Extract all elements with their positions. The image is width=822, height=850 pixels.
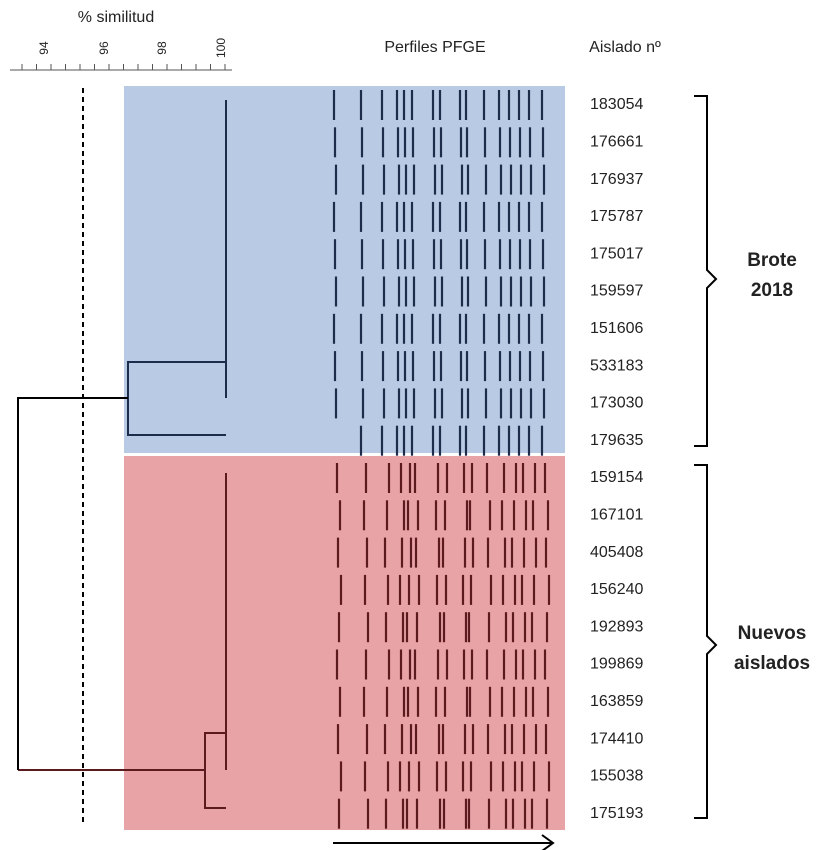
brace-2 [694,465,716,818]
group-label: 2018 [751,280,793,301]
isolate-id: 176661 [590,134,643,151]
isolate-id: 173030 [590,395,643,412]
isolate-id: 175193 [590,805,643,822]
group-label: aislados [734,653,810,674]
isolate-id: 174410 [590,730,643,747]
direction-arrow [333,835,553,850]
isolate-id: 163859 [590,693,643,710]
axis-tick-label: 100 [214,38,228,58]
axis-tick-label: 98 [155,41,169,55]
isolate-id: 199869 [590,656,643,673]
new-box [124,456,565,830]
isolate-id: 176937 [590,171,643,188]
isolate-id: 179635 [590,432,643,449]
isolate-id: 405408 [590,544,643,561]
isolate-id: 167101 [590,507,643,524]
brace-1 [694,96,716,446]
isolate-id: 156240 [590,581,643,598]
isolate-id: 175787 [590,208,643,225]
isolate-header: Aislado nº [589,39,661,56]
isolate-id: 151606 [590,320,643,337]
profiles-header: Perfiles PFGE [384,39,485,56]
dendrogram-root [18,398,128,770]
isolate-id: 533183 [590,357,643,374]
isolate-id: 155038 [590,768,643,785]
axis-tick-label: 94 [37,41,51,55]
outbreak-box [124,86,565,453]
group-label: Nuevos [738,623,807,644]
group-label: Brote [747,250,797,271]
isolate-id: 192893 [590,618,643,635]
isolate-id: 159597 [590,283,643,300]
isolate-id: 175017 [590,245,643,262]
figure: % similitud Perfiles PFGE Aislado nº 94 9… [0,0,822,850]
isolate-id: 183054 [590,96,643,113]
isolate-id: 159154 [590,469,643,486]
axis-title: % similitud [78,9,154,26]
axis-tick-label: 96 [97,41,111,55]
